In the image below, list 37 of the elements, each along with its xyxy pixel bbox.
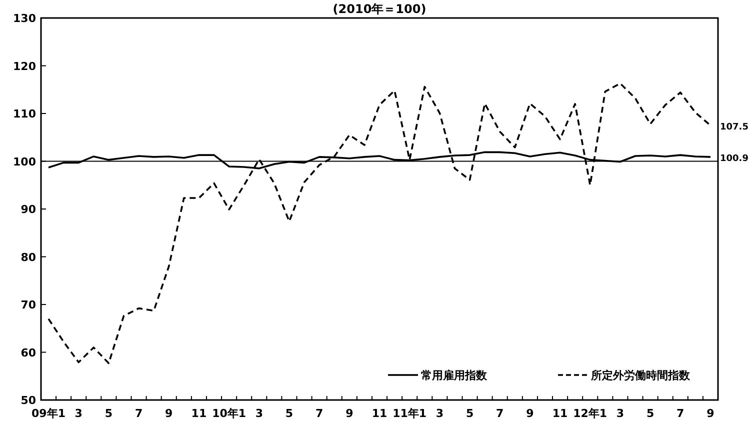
y-tick-label: 60 [20, 346, 36, 360]
x-tick-label: 3 [616, 407, 624, 420]
x-tick-label: 9 [706, 407, 714, 420]
legend-label: 所定外労働時間指数 [590, 369, 691, 382]
x-tick-label: 5 [466, 407, 474, 420]
legend-label: 常用雇用指数 [421, 369, 488, 382]
y-tick-label: 80 [20, 250, 36, 264]
x-tick-label: 11 [191, 407, 207, 420]
x-tick-label: 11 [552, 407, 568, 420]
value-label: 100.9 [720, 154, 748, 164]
x-tick-label: 7 [134, 407, 143, 420]
y-tick-label: 70 [20, 298, 36, 312]
x-tick-label: 5 [104, 407, 113, 420]
y-tick-label: 50 [20, 394, 36, 407]
title: (2010年＝100) [332, 2, 426, 16]
x-tick-label: 11年1 [392, 407, 427, 420]
x-tick-label: 5 [285, 407, 294, 420]
x-tick-label: 7 [676, 407, 684, 420]
y-tick-label: 120 [13, 60, 36, 73]
x-tick-label: 12年1 [573, 407, 608, 420]
x-tick-label: 09年1 [32, 407, 66, 420]
x-tick-label: 10年1 [212, 407, 246, 420]
y-tick-label: 130 [13, 12, 36, 25]
y-tick-label: 110 [13, 108, 36, 120]
y-tick-label: 90 [20, 203, 36, 216]
x-tick-label: 7 [496, 407, 504, 420]
x-tick-label: 3 [74, 407, 82, 420]
value-label: 107.5 [720, 122, 748, 132]
x-tick-label: 9 [526, 407, 534, 420]
x-tick-label: 11 [372, 407, 388, 420]
y-tick-label: 100 [13, 155, 36, 168]
x-tick-label: 9 [346, 407, 354, 420]
x-tick-label: 5 [646, 407, 654, 420]
x-tick-label: 3 [436, 407, 444, 420]
x-tick-label: 7 [315, 407, 324, 420]
x-tick-label: 3 [255, 407, 263, 420]
x-tick-label: 9 [165, 407, 173, 420]
